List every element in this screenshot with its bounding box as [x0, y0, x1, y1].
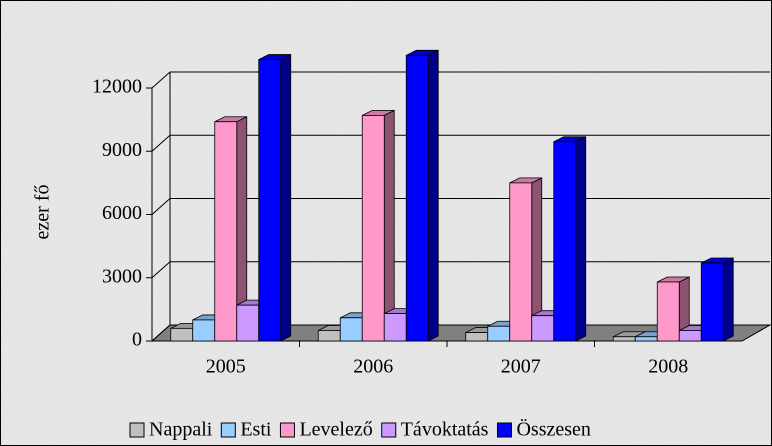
y-tick-label: 0 — [132, 329, 142, 351]
bar — [361, 115, 385, 342]
legend-swatch — [381, 422, 397, 438]
legend-swatch — [129, 422, 145, 438]
bar — [531, 315, 555, 342]
bar-side — [722, 257, 734, 342]
bar — [317, 330, 341, 342]
x-tick-label: 2008 — [648, 356, 688, 378]
y-tick-label: 3000 — [102, 265, 142, 287]
legend-label: Esti — [240, 419, 272, 441]
legend-swatch — [220, 422, 236, 438]
legend-label: Nappali — [149, 419, 213, 441]
legend-swatch — [279, 422, 295, 438]
legend-swatch — [496, 422, 512, 438]
bar — [258, 59, 282, 342]
y-tick-label: 12000 — [92, 76, 142, 98]
bar-side — [575, 136, 587, 342]
bar — [487, 325, 511, 342]
bar — [214, 121, 238, 342]
legend-label: Összesen — [516, 418, 590, 441]
bar — [236, 304, 260, 342]
bar-side — [427, 49, 439, 342]
bar — [170, 327, 194, 342]
bar — [383, 313, 407, 342]
bar — [612, 336, 636, 342]
bar — [465, 332, 489, 342]
bar — [339, 317, 363, 342]
x-tick-label: 2006 — [353, 356, 393, 378]
legend-label: Levelező — [299, 419, 372, 441]
y-tick-label: 9000 — [102, 139, 142, 161]
x-tick-label: 2005 — [206, 356, 246, 378]
grid-depth — [151, 134, 171, 152]
bar — [553, 141, 577, 342]
bar-side — [280, 53, 292, 342]
y-axis-label: ezer fő — [32, 185, 54, 240]
bar — [700, 262, 724, 342]
bar — [192, 319, 216, 342]
x-tick-label: 2007 — [501, 356, 541, 378]
y-tick-label: 6000 — [102, 202, 142, 224]
bar — [678, 330, 702, 342]
grid-depth — [151, 198, 171, 215]
bar — [509, 182, 533, 342]
grid-depth — [151, 324, 171, 342]
grid-depth — [151, 261, 171, 279]
bar — [405, 54, 429, 342]
grid-depth — [151, 71, 171, 89]
bar — [656, 281, 680, 342]
bar-side — [383, 109, 395, 342]
legend-label: Távoktatás — [401, 419, 489, 441]
bar — [634, 336, 658, 342]
